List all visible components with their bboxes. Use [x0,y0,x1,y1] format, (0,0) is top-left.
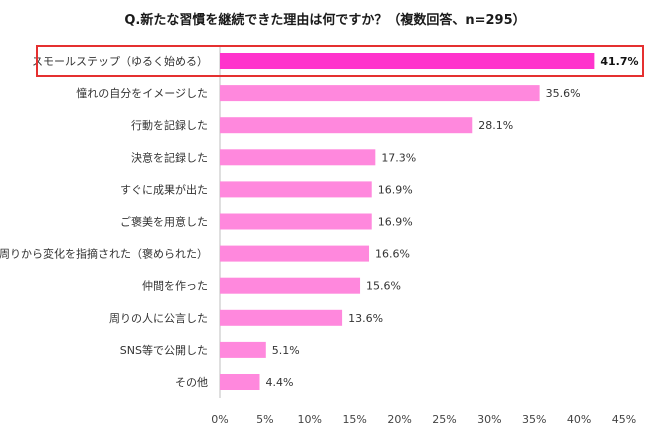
bar [220,53,595,69]
value-label: 28.1% [478,119,513,132]
x-tick-label: 40% [567,413,591,426]
value-label: 16.9% [378,183,413,196]
bar [220,85,540,102]
bar [220,341,266,358]
x-tick-label: 35% [522,413,546,426]
value-label: 16.9% [378,216,413,229]
category-label: 憧れの自分をイメージした [76,86,208,100]
bar [220,149,376,166]
category-label: SNS等で公開した [120,343,208,357]
x-tick-label: 0% [211,413,228,426]
value-label: 4.4% [266,376,294,389]
x-tick-label: 15% [342,413,366,426]
category-label: 決意を記録した [131,150,208,164]
chart-title: Q.新たな習慣を継続できた理由は何ですか？（複数回答、n=295） [124,12,525,28]
bar [220,309,343,326]
x-tick-labels: 0% 5% 10% 15% 20% 25% 30% 35% 40% 45% [211,413,636,426]
category-label: 仲間を作った [142,279,208,293]
category-label: 行動を記録した [131,118,208,132]
value-label: 5.1% [272,344,300,357]
highlight-frame [36,45,644,77]
bar [220,181,372,198]
value-labels: 41.7% 35.6% 28.1% 17.3% 16.9% 16.9% 16.6% 15.6%… [266,55,639,389]
category-label: ご褒美を用意した [120,215,208,229]
x-tick-label: 45% [612,413,636,426]
bar [220,245,370,262]
x-tick-label: 10% [298,413,322,426]
x-tick-label: 30% [477,413,501,426]
category-label: 周りの人に公言した [109,312,208,325]
bar [220,213,372,230]
value-label: 15.6% [366,280,401,293]
bar [220,117,473,134]
x-tick-label: 5% [256,413,273,426]
value-label: 35.6% [546,87,581,100]
x-tick-label: 25% [432,413,456,426]
category-label: その他 [175,376,208,389]
category-labels: スモールステップ（ゆるく始める） 憧れの自分をイメージした行動を記録した決意を記録… [0,54,208,389]
category-label: スモールステップ（ゆるく始める） [32,54,208,68]
bars-layer [220,53,595,390]
value-label: 17.3% [381,151,416,164]
bar [220,374,260,390]
value-label: 13.6% [348,312,383,325]
category-label: 周りから変化を指摘された（褒められた） [0,247,208,261]
x-tick-label: 20% [387,413,411,426]
value-label: 16.6% [375,248,410,261]
value-label: 41.7% [600,55,638,68]
category-label: すぐに成果が出た [120,182,208,196]
bar [220,277,361,294]
